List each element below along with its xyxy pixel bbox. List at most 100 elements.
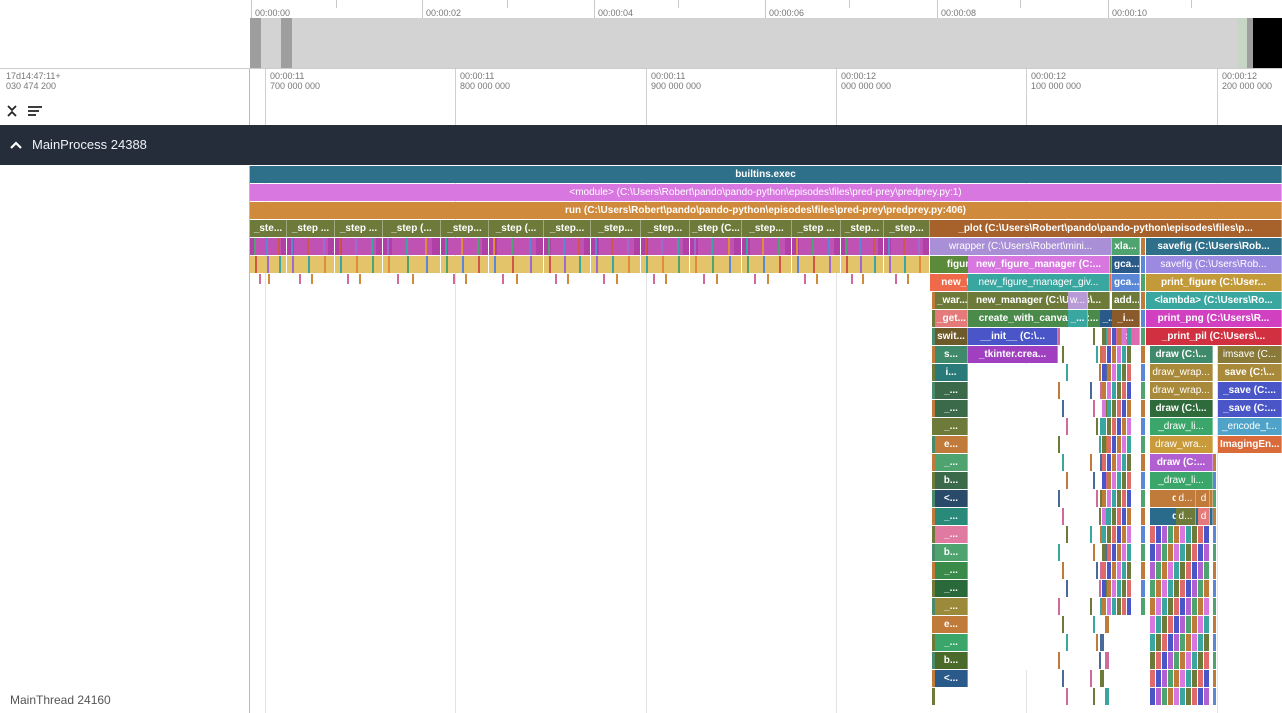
frame-new-figure-manager[interactable]: new_manager (C:\Users\... bbox=[968, 292, 1110, 309]
flame-frame-slice[interactable] bbox=[1141, 256, 1145, 273]
flame-frame-slice[interactable] bbox=[1174, 544, 1179, 561]
frame-new-figure-manager[interactable]: __init__ (C:\... bbox=[968, 328, 1058, 345]
flame-frame-slice[interactable] bbox=[1186, 562, 1191, 579]
flame-frame-slice[interactable] bbox=[1107, 526, 1111, 543]
flame-frame-slice[interactable] bbox=[1112, 346, 1116, 363]
frame-savefig[interactable]: print_figure (C:\User... bbox=[1146, 274, 1282, 291]
flame-frame-slice[interactable] bbox=[494, 256, 496, 273]
flame-frame-slice[interactable] bbox=[1099, 364, 1101, 381]
flame-frame-slice[interactable] bbox=[932, 436, 935, 453]
frame-draw[interactable]: draw_wrap... bbox=[1150, 364, 1213, 381]
flame-frame-slice[interactable] bbox=[1099, 436, 1101, 453]
flame-frame-slice[interactable] bbox=[1174, 670, 1179, 687]
flame-frame-slice[interactable] bbox=[1127, 400, 1131, 417]
flame-frame-slice[interactable] bbox=[627, 238, 629, 255]
flame-frame-slice[interactable] bbox=[661, 238, 663, 255]
flame-frame-slice[interactable] bbox=[1186, 598, 1191, 615]
flame-frame-slice[interactable] bbox=[1180, 562, 1185, 579]
flame-frame-slice[interactable] bbox=[307, 238, 309, 255]
flame-frame-slice[interactable] bbox=[1122, 454, 1126, 471]
flame-frame-slice[interactable] bbox=[1117, 418, 1121, 435]
flame-frame-slice[interactable] bbox=[1127, 382, 1131, 399]
flame-frame-slice[interactable] bbox=[1198, 562, 1203, 579]
flame-frame-slice[interactable] bbox=[1105, 688, 1109, 705]
flame-frame-slice[interactable] bbox=[1102, 436, 1106, 453]
flame-frame-slice[interactable] bbox=[1112, 472, 1116, 489]
frame-save[interactable]: _save (C:... bbox=[1218, 382, 1282, 399]
flame-frame-slice[interactable] bbox=[578, 238, 580, 255]
frame-narrow[interactable]: _... bbox=[935, 418, 968, 435]
flame-frame-slice[interactable] bbox=[1204, 670, 1209, 687]
flame-frame-slice[interactable] bbox=[1180, 598, 1185, 615]
flame-frame-slice[interactable] bbox=[1174, 580, 1179, 597]
flame-frame-slice[interactable] bbox=[799, 238, 834, 255]
flame-frame-slice[interactable] bbox=[1102, 400, 1106, 417]
flame-frame-slice[interactable] bbox=[754, 274, 756, 284]
frame-narrow[interactable]: swit... bbox=[935, 328, 968, 345]
flame-frame-slice[interactable] bbox=[1062, 670, 1064, 687]
flame-frame-slice[interactable] bbox=[1107, 580, 1111, 597]
flame-frame-slice[interactable] bbox=[391, 238, 433, 255]
flame-frame-slice[interactable] bbox=[1112, 454, 1116, 471]
flame-frame-slice[interactable] bbox=[1090, 526, 1092, 543]
frame-save[interactable]: _encode_t... bbox=[1218, 418, 1282, 435]
flame-frame-slice[interactable] bbox=[1117, 490, 1121, 507]
flame-frame-slice[interactable] bbox=[932, 508, 935, 525]
flame-frame-slice[interactable] bbox=[1150, 670, 1155, 687]
flame-frame-slice[interactable] bbox=[1112, 400, 1116, 417]
flame-frame-slice[interactable] bbox=[1204, 526, 1209, 543]
flame-frame-slice[interactable] bbox=[1192, 562, 1197, 579]
flame-frame-slice[interactable] bbox=[1122, 382, 1126, 399]
flame-frame-slice[interactable] bbox=[1198, 526, 1203, 543]
flame-frame-slice[interactable] bbox=[1112, 328, 1116, 345]
flame-chart[interactable]: builtins.exec <module> (C:\Users\Robert\p… bbox=[250, 166, 1282, 713]
frame-narrow[interactable]: _... bbox=[935, 580, 968, 597]
flame-frame-slice[interactable] bbox=[712, 256, 714, 273]
flame-frame-slice[interactable] bbox=[1112, 364, 1116, 381]
flame-frame-slice[interactable] bbox=[1096, 634, 1098, 651]
flame-frame-slice[interactable] bbox=[918, 238, 920, 255]
flame-frame-slice[interactable] bbox=[1122, 472, 1126, 489]
flame-frame-slice[interactable] bbox=[1117, 508, 1121, 525]
flame-frame-slice[interactable] bbox=[567, 274, 569, 284]
flame-frame-slice[interactable] bbox=[1213, 454, 1216, 471]
flame-frame-slice[interactable] bbox=[1156, 670, 1161, 687]
flame-frame-slice[interactable] bbox=[1066, 364, 1068, 381]
flame-frame-slice[interactable] bbox=[1117, 526, 1121, 543]
frame-narrow[interactable]: _... bbox=[935, 526, 968, 543]
flame-frame-slice[interactable] bbox=[1213, 544, 1216, 561]
flame-frame-slice[interactable] bbox=[1186, 688, 1191, 705]
flame-frame-slice[interactable] bbox=[932, 346, 935, 363]
flame-frame-slice[interactable] bbox=[1058, 652, 1060, 669]
flame-frame-slice[interactable] bbox=[529, 238, 531, 255]
flame-frame-slice[interactable] bbox=[1112, 598, 1116, 615]
flame-frame-slice[interactable] bbox=[1122, 526, 1126, 543]
flame-frame-slice[interactable] bbox=[1127, 580, 1131, 597]
flame-frame-slice[interactable] bbox=[497, 238, 536, 255]
frame-savefig[interactable]: print_png (C:\Users\R... bbox=[1146, 310, 1282, 327]
flame-frame-slice[interactable] bbox=[448, 238, 482, 255]
flame-frame-slice[interactable] bbox=[1156, 652, 1161, 669]
flame-frame-slice[interactable] bbox=[1107, 346, 1111, 363]
flame-frame-slice[interactable] bbox=[512, 256, 514, 273]
flame-frame-slice[interactable] bbox=[1186, 616, 1191, 633]
frame-narrow[interactable]: _get... bbox=[935, 310, 968, 327]
flame-frame-slice[interactable] bbox=[851, 274, 853, 284]
flame-frame-slice[interactable] bbox=[1168, 670, 1173, 687]
flame-frame-slice[interactable] bbox=[1168, 616, 1173, 633]
flame-frame-slice[interactable] bbox=[846, 256, 848, 273]
flame-frame-slice[interactable] bbox=[919, 256, 921, 273]
flame-frame-slice[interactable] bbox=[1168, 526, 1173, 543]
flame-frame-slice[interactable] bbox=[453, 274, 455, 284]
flame-frame-slice[interactable] bbox=[1141, 418, 1145, 435]
flame-frame-slice[interactable] bbox=[1141, 382, 1145, 399]
flame-frame-slice[interactable] bbox=[1168, 598, 1173, 615]
flame-frame-slice[interactable] bbox=[1156, 616, 1161, 633]
flame-frame-slice[interactable] bbox=[1100, 634, 1104, 651]
flame-frame-slice[interactable] bbox=[932, 526, 935, 543]
flame-frame-slice[interactable] bbox=[1141, 526, 1145, 543]
flame-frame-slice[interactable] bbox=[1107, 598, 1111, 615]
flame-frame-slice[interactable] bbox=[1168, 688, 1173, 705]
flame-frame-slice[interactable] bbox=[1117, 598, 1121, 615]
flame-frame-slice[interactable] bbox=[1156, 580, 1161, 597]
